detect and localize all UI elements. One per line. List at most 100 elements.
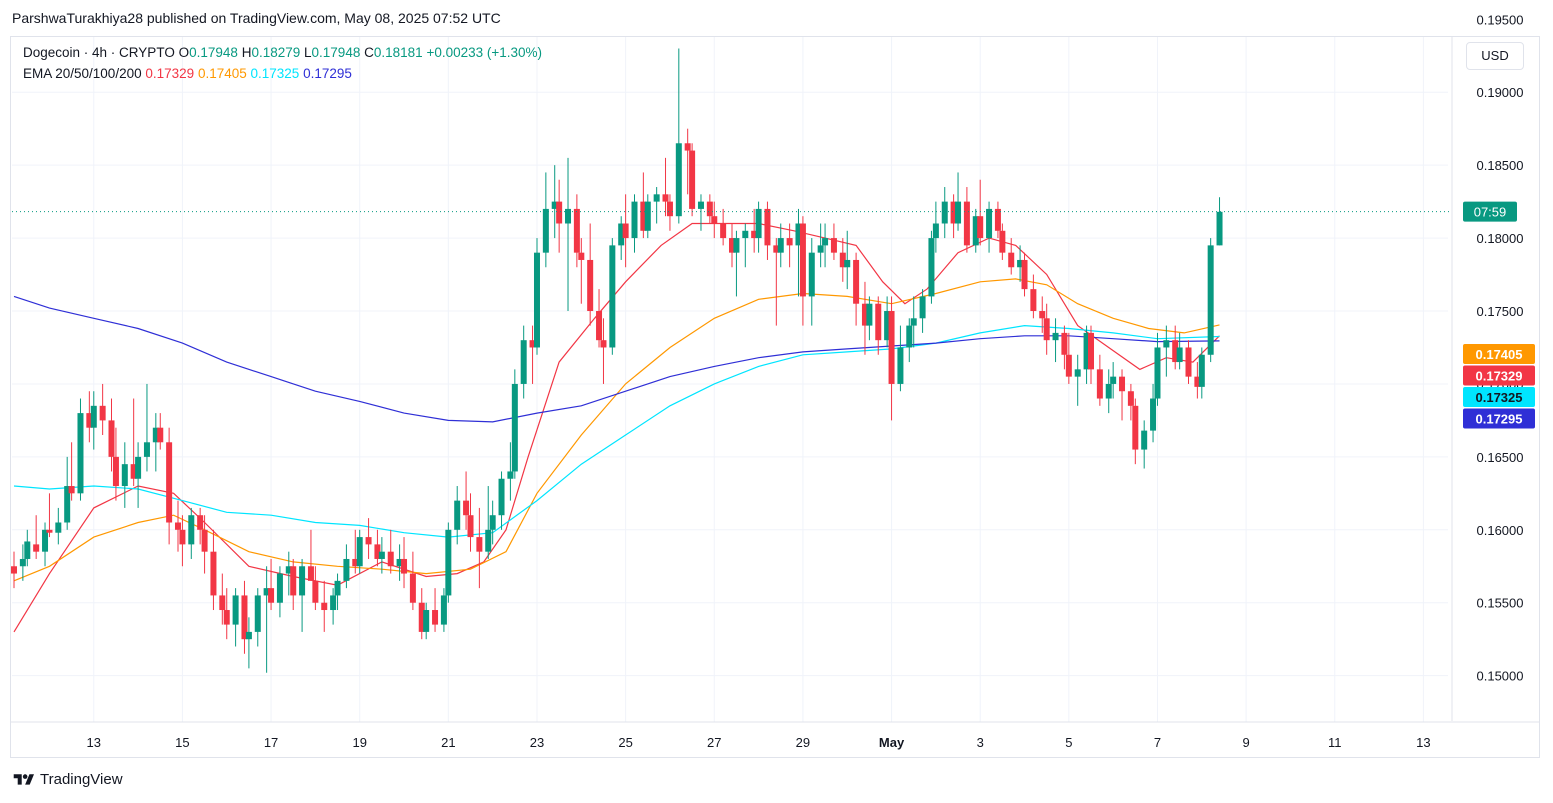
- candle-body: [529, 340, 536, 348]
- candle-body: [533, 252, 540, 348]
- candle-body: [729, 238, 735, 253]
- candle-body: [711, 216, 718, 224]
- candle: [986, 201, 993, 253]
- candle: [476, 507, 483, 589]
- candle-body: [839, 252, 846, 268]
- candle: [578, 238, 585, 304]
- candle: [1119, 369, 1126, 421]
- candle: [600, 318, 607, 384]
- candle-body: [662, 194, 669, 202]
- candle: [551, 165, 558, 239]
- candle-body: [321, 602, 328, 611]
- candle: [485, 486, 492, 559]
- candle-body: [1043, 318, 1050, 341]
- candle: [839, 238, 846, 282]
- x-tick-label: 19: [352, 735, 366, 750]
- candle: [299, 558, 306, 632]
- candle-body: [219, 595, 226, 611]
- x-tick-label: 25: [618, 735, 632, 750]
- candle: [432, 588, 439, 632]
- candle-body: [795, 223, 802, 246]
- candle-body: [609, 245, 616, 348]
- candle-body: [684, 143, 691, 151]
- candle-body: [121, 464, 128, 487]
- chart-frame: [10, 36, 1540, 758]
- candle-body: [1052, 332, 1059, 341]
- candle: [866, 296, 873, 341]
- ema-line: [13, 295, 1220, 423]
- candle: [42, 522, 49, 567]
- candle: [689, 143, 696, 217]
- candle: [321, 580, 328, 632]
- candle-body: [972, 216, 979, 246]
- candle: [498, 471, 505, 530]
- candle: [1150, 383, 1157, 443]
- candle: [77, 398, 84, 501]
- candle: [773, 238, 780, 326]
- candle: [587, 223, 594, 326]
- candle-body: [906, 325, 913, 348]
- candle-body: [299, 566, 306, 596]
- candle-body: [135, 456, 142, 479]
- currency-button[interactable]: USD: [1466, 42, 1524, 70]
- candle-body: [666, 201, 673, 217]
- candle-body: [374, 544, 381, 559]
- candle-body: [822, 238, 829, 246]
- change-value: +0.00233 (+1.30%): [426, 45, 543, 60]
- candle: [1110, 362, 1117, 399]
- candle: [232, 588, 239, 647]
- candle-body: [866, 303, 873, 326]
- countdown-badge-bg: [1463, 201, 1517, 222]
- candle: [640, 172, 647, 239]
- candle: [1163, 325, 1170, 377]
- x-tick-label: 7: [1154, 735, 1161, 750]
- candle-body: [1207, 245, 1214, 355]
- candle: [352, 529, 359, 574]
- candle: [720, 208, 727, 246]
- candle-body: [263, 588, 270, 596]
- candle-body: [307, 566, 314, 581]
- tradingview-logo[interactable]: TradingView: [12, 771, 123, 788]
- candle: [1065, 332, 1072, 384]
- candle-body: [755, 208, 762, 239]
- ema-price-badge-bg: [1463, 365, 1535, 386]
- candle-body: [653, 194, 660, 202]
- candle: [112, 427, 119, 501]
- candle-body: [201, 529, 208, 552]
- tradingview-logo-icon: [13, 773, 34, 785]
- candle-body: [631, 201, 638, 239]
- candle: [644, 194, 651, 239]
- candle: [210, 529, 217, 611]
- candle-body: [542, 208, 549, 253]
- candle-body: [86, 413, 93, 428]
- x-tick-label: 17: [264, 735, 278, 750]
- candle-body: [675, 143, 682, 217]
- candle: [241, 580, 248, 654]
- candle: [312, 566, 319, 611]
- symbol-label[interactable]: Dogecoin · 4h · CRYPTO: [23, 45, 175, 60]
- ema-label[interactable]: EMA 20/50/100/200: [23, 66, 142, 81]
- candle-body: [1150, 398, 1157, 431]
- candle-body: [1017, 259, 1024, 268]
- candle-body: [773, 245, 780, 253]
- candle: [622, 194, 629, 268]
- candle-body: [99, 405, 106, 421]
- candle-body: [24, 541, 31, 559]
- candle-body: [884, 311, 891, 341]
- candle-body: [1163, 340, 1170, 348]
- candle: [733, 230, 740, 297]
- candle-body: [210, 551, 217, 596]
- candle: [618, 216, 625, 260]
- candle: [1154, 332, 1161, 406]
- candle: [157, 413, 164, 450]
- candle-body: [152, 427, 159, 443]
- candle: [423, 602, 430, 640]
- candle: [19, 544, 26, 581]
- x-tick-label: 3: [977, 735, 984, 750]
- candle: [897, 325, 904, 392]
- candle: [888, 296, 895, 421]
- ema-line: [13, 324, 1220, 538]
- candle-body: [143, 442, 150, 457]
- candle-body: [68, 486, 75, 494]
